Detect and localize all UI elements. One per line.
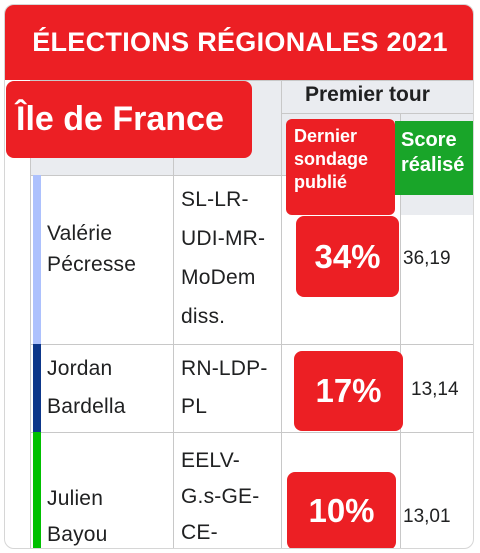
- column-divider: [400, 113, 401, 548]
- row-divider: [30, 432, 473, 433]
- candidate-list: SL-LR- UDI-MR- MoDem diss.: [181, 188, 266, 328]
- region-label: Île de France: [6, 81, 252, 158]
- score-value: 36,19: [403, 248, 451, 269]
- candidate-name: Julien Bayou: [47, 487, 108, 546]
- candidate-name: Jordan Bardella: [47, 357, 126, 418]
- poll-percentage-badge: 10%: [287, 472, 396, 548]
- score-value: 13,01: [403, 506, 451, 527]
- row-divider: [30, 344, 473, 345]
- party-color-bar: [33, 175, 41, 344]
- candidate-name: Valérie Pécresse: [47, 222, 137, 276]
- poll-percentage-badge: 34%: [296, 216, 399, 297]
- candidate-list: EELV- G.s-GE- CE-: [181, 449, 260, 544]
- column-divider: [30, 80, 31, 548]
- infographic-card: Valérie Pécresse SL-LR- UDI-MR- MoDem di…: [4, 4, 474, 549]
- column-divider: [173, 80, 174, 548]
- row-divider: [281, 113, 473, 114]
- title-banner: ÉLECTIONS RÉGIONALES 2021: [5, 5, 473, 80]
- row-divider: [30, 80, 473, 81]
- column-divider: [281, 80, 282, 548]
- party-color-bar: [33, 432, 41, 548]
- score-value: 13,14: [411, 379, 459, 400]
- round-header: Premier tour: [305, 83, 430, 106]
- poll-percentage-badge: 17%: [294, 351, 403, 431]
- row-divider: [30, 175, 473, 176]
- candidate-list: RN-LDP- PL: [181, 357, 268, 418]
- last-poll-header: Dernier sondage publié: [286, 119, 395, 215]
- actual-score-header: Score réalisé: [395, 121, 473, 195]
- party-color-bar: [33, 344, 41, 432]
